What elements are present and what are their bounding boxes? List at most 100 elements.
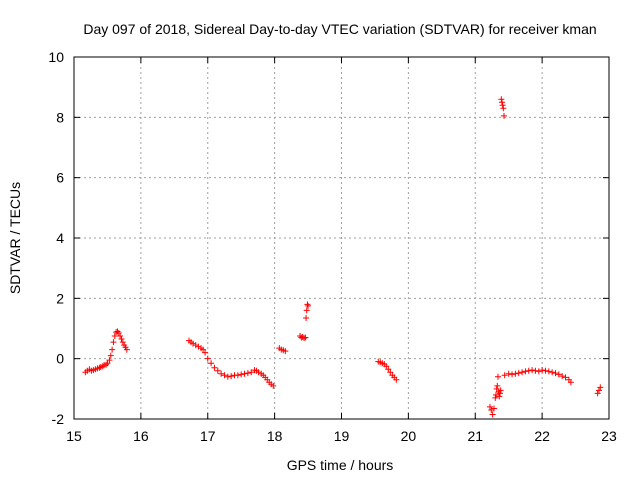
data-point	[192, 342, 199, 349]
data-point	[96, 364, 103, 371]
data-point	[542, 367, 549, 374]
data-point	[387, 369, 394, 376]
data-point	[492, 394, 499, 401]
data-point	[99, 363, 106, 370]
y-tick-label: 6	[56, 170, 64, 186]
data-point	[270, 382, 277, 389]
data-point	[221, 372, 228, 379]
y-tick-label: 10	[48, 49, 64, 65]
data-point	[114, 328, 121, 335]
data-point	[486, 403, 493, 410]
data-point	[567, 379, 574, 386]
data-point	[498, 96, 505, 103]
data-point	[595, 387, 602, 394]
x-tick-label: 16	[133, 428, 149, 444]
data-point	[505, 370, 512, 377]
x-tick-label: 17	[200, 428, 216, 444]
x-tick-label: 23	[601, 428, 617, 444]
data-point	[224, 373, 231, 380]
x-tick-label: 18	[267, 428, 283, 444]
data-point	[512, 370, 519, 377]
y-tick-label: 4	[56, 230, 64, 246]
data-point	[118, 336, 125, 343]
data-point	[489, 411, 496, 418]
x-tick-label: 19	[334, 428, 350, 444]
data-point	[501, 112, 508, 119]
data-point	[509, 371, 516, 378]
data-point	[204, 355, 211, 362]
y-axis-label: SDTVAR / TECUs	[7, 182, 23, 294]
data-points	[82, 96, 604, 418]
x-tick-label: 22	[534, 428, 550, 444]
data-point	[494, 373, 501, 380]
data-point	[496, 390, 503, 397]
data-point	[305, 302, 312, 309]
data-point	[208, 360, 215, 367]
data-point	[496, 393, 503, 400]
chart-title: Day 097 of 2018, Sidereal Day-to-day VTE…	[83, 21, 596, 37]
data-point	[303, 307, 310, 314]
data-point	[499, 102, 506, 109]
data-point	[214, 367, 221, 374]
data-point	[519, 369, 526, 376]
data-point	[383, 363, 390, 370]
data-point	[488, 406, 495, 413]
data-point	[115, 330, 122, 337]
data-point	[299, 333, 306, 340]
data-point	[195, 343, 202, 350]
y-tick-label: 8	[56, 109, 64, 125]
y-tick-label: -2	[52, 411, 65, 427]
tick-labels: 15 16 17 18 19 20 21 22 23 -2 0 2 4 6 8 10	[48, 49, 617, 444]
data-point	[597, 384, 604, 391]
axis-ticks	[73, 56, 610, 420]
data-point	[594, 390, 601, 397]
data-point	[549, 369, 556, 376]
data-point	[304, 301, 311, 308]
data-point	[113, 329, 120, 336]
data-point	[302, 334, 309, 341]
data-point	[111, 333, 118, 340]
data-point	[552, 370, 559, 377]
data-point	[493, 385, 500, 392]
data-point	[244, 370, 251, 377]
data-point	[393, 376, 400, 383]
data-point	[494, 382, 501, 389]
data-point	[106, 357, 113, 364]
data-point	[499, 99, 505, 106]
data-point	[501, 372, 508, 379]
data-point	[497, 387, 504, 394]
data-point	[228, 373, 235, 380]
x-tick-label: 15	[66, 428, 82, 444]
data-point	[117, 333, 124, 340]
data-point	[107, 352, 114, 359]
data-point	[545, 368, 552, 375]
x-axis-label: GPS time / hours	[287, 457, 394, 473]
x-tick-label: 21	[467, 428, 483, 444]
data-point	[123, 346, 130, 353]
y-tick-label: 2	[56, 290, 64, 306]
data-point	[539, 367, 546, 374]
data-point	[500, 105, 507, 112]
data-point	[211, 364, 218, 371]
data-point	[303, 314, 310, 321]
data-point	[492, 391, 499, 398]
data-point	[282, 348, 289, 355]
data-point	[104, 360, 111, 367]
data-point	[218, 370, 225, 377]
data-point	[241, 370, 248, 377]
data-point	[119, 339, 126, 346]
data-point	[110, 339, 117, 346]
data-point	[202, 349, 209, 356]
data-point	[562, 374, 569, 381]
data-point	[109, 346, 116, 353]
data-point	[559, 373, 566, 380]
data-point	[248, 369, 255, 376]
data-point	[525, 367, 532, 374]
data-point	[515, 370, 522, 377]
data-point	[200, 346, 207, 353]
y-tick-label: 0	[56, 351, 64, 367]
data-point	[532, 367, 539, 374]
data-point	[301, 335, 308, 342]
x-tick-label: 20	[401, 428, 417, 444]
data-point	[238, 371, 245, 378]
